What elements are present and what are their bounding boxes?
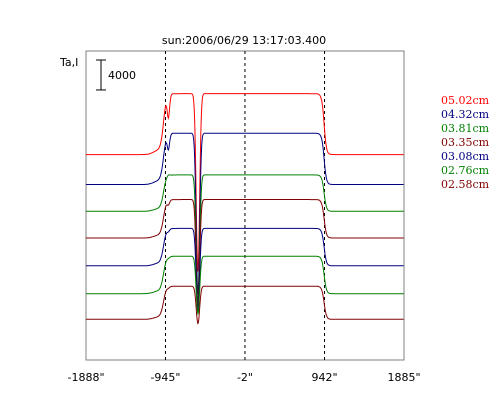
x-tick-label-1: -945" [150, 371, 180, 384]
legend-entry-04.32cm: 04.32cm [441, 108, 490, 121]
plot-frame [85, 50, 405, 361]
legend-entry-02.58cm: 02.58cm [441, 178, 490, 191]
legend-entry-05.02cm: 05.02cm [441, 94, 490, 107]
series-line-04.32cm [86, 132, 404, 295]
x-tick-label-3: 942" [311, 371, 337, 384]
scale-bar-label: 4000 [108, 69, 136, 82]
series-line-03.08cm [86, 227, 404, 312]
legend-entry-03.81cm: 03.81cm [441, 122, 490, 135]
x-tick-label-4: 1885" [387, 371, 420, 384]
y-axis-label: Ta,I [59, 56, 78, 69]
reference-lines [164, 51, 326, 360]
series-line-03.35cm [86, 199, 404, 308]
legend-entry-03.35cm: 03.35cm [441, 136, 490, 149]
series-line-02.58cm [86, 285, 404, 325]
series-line-02.76cm [86, 255, 404, 316]
legend: 05.02cm04.32cm03.81cm03.35cm03.08cm02.76… [441, 94, 490, 191]
series-line-03.81cm [86, 174, 404, 304]
scale-bar: 4000 [96, 59, 136, 91]
series-line-05.02cm [86, 93, 404, 272]
legend-entry-02.76cm: 02.76cm [441, 164, 490, 177]
legend-entry-03.08cm: 03.08cm [441, 150, 490, 163]
chart-title: sun:2006/06/29 13:17:03.400 [162, 34, 326, 47]
x-tick-label-0: -1888" [67, 371, 104, 384]
x-tick-label-2: -2" [237, 371, 253, 384]
x-tick-labels: -1888" -945" -2" 942" 1885" [67, 371, 420, 384]
series-group [86, 93, 404, 325]
